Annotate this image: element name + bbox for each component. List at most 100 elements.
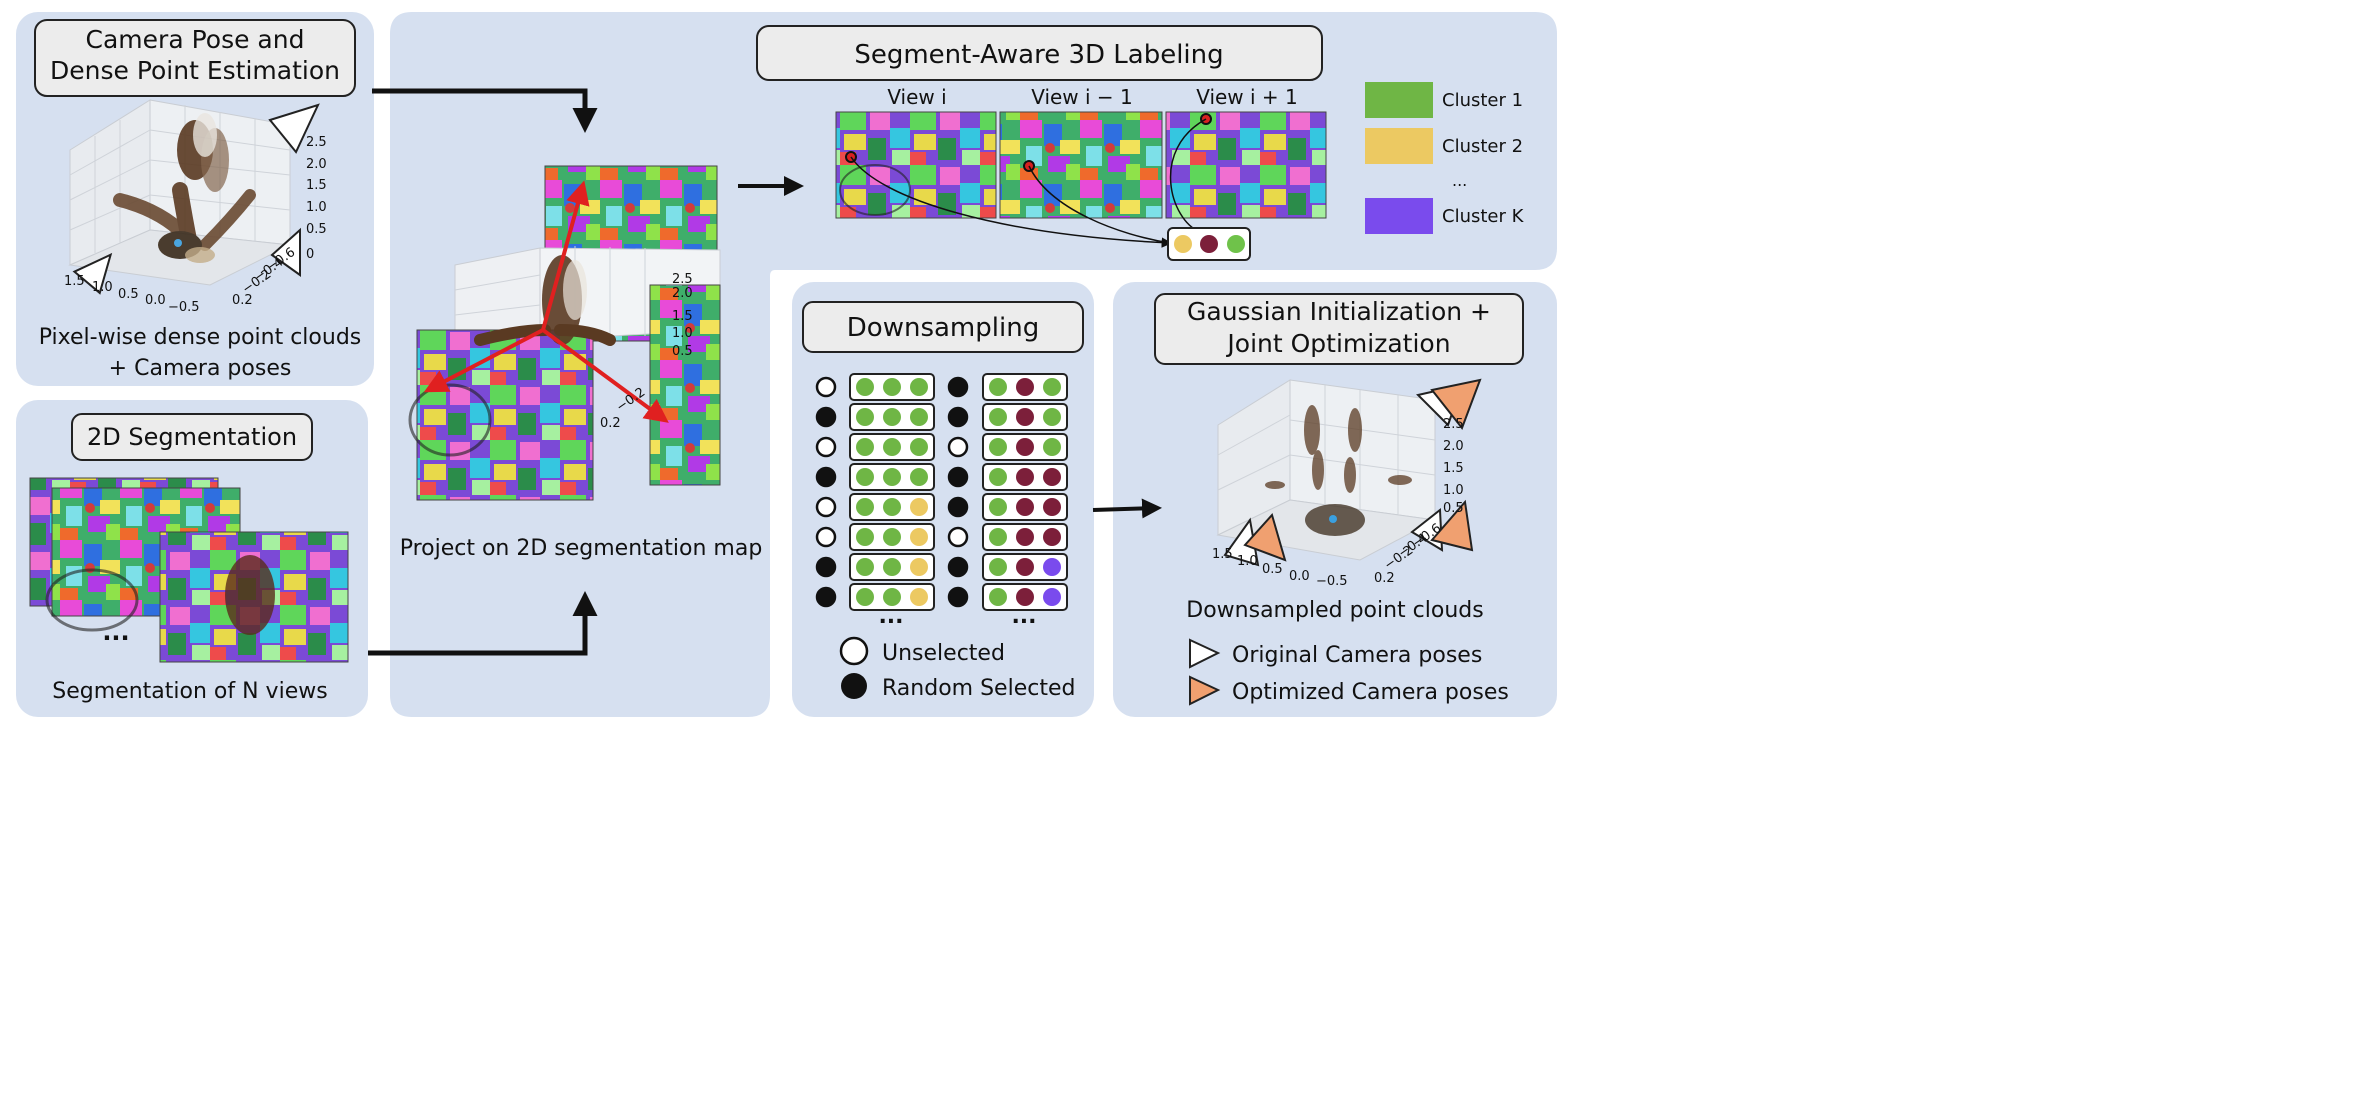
left-point-dot <box>856 468 874 486</box>
downsampling-grid <box>815 373 1068 611</box>
left-point-dot <box>856 588 874 606</box>
gaussian-title-line2: Joint Optimization <box>1225 329 1450 358</box>
right-point-dot <box>1016 558 1034 576</box>
legend-label-cluster-1: Cluster 1 <box>1442 90 1523 111</box>
left-point-dot <box>856 558 874 576</box>
z-tick: 2.0 <box>672 286 693 301</box>
y-tick: 0.2 <box>232 293 253 308</box>
x-tick: −0.5 <box>168 300 200 315</box>
view-label-i-plus-1: View i + 1 <box>1196 85 1298 109</box>
camera-pose-title-box <box>34 19 356 97</box>
downsampling-title-box <box>802 301 1084 353</box>
z-tick: 1.0 <box>306 200 327 215</box>
arrow-segmentation-to-projection <box>368 591 598 656</box>
legend-ellipsis: ... <box>1452 171 1467 190</box>
z-tick: 2.5 <box>1443 417 1464 432</box>
right-point-dot <box>1043 528 1061 546</box>
left-point-dot <box>856 528 874 546</box>
left-point-dot <box>910 438 928 456</box>
left-point-dot <box>856 408 874 426</box>
left-point-dot <box>856 498 874 516</box>
legend-swatch-cluster-1 <box>1365 82 1433 118</box>
right-point-dot <box>989 558 1007 576</box>
camera-pose-title-line1: Camera Pose and <box>86 25 305 54</box>
left-point-dot <box>910 528 928 546</box>
x-tick: 1.0 <box>1237 554 1258 569</box>
z-tick: 2.0 <box>306 157 327 172</box>
z-tick: 0.5 <box>672 344 693 359</box>
legend-unselected-icon <box>839 636 869 666</box>
y-tick: 0.2 <box>1374 571 1395 586</box>
x-tick: 1.5 <box>64 274 85 289</box>
z-tick: 1.5 <box>306 178 327 193</box>
gaussian-title-box <box>1154 293 1524 365</box>
x-tick: 0.5 <box>118 287 139 302</box>
x-tick: 1.5 <box>1212 547 1233 562</box>
x-tick: −0.5 <box>1316 574 1348 589</box>
left-point-dot <box>910 408 928 426</box>
right-point-dot <box>1016 528 1034 546</box>
left-point-dot <box>883 588 901 606</box>
legend-selected-label: Random Selected <box>882 676 1075 701</box>
z-tick: 2.5 <box>306 135 327 150</box>
view-label-i-minus-1: View i − 1 <box>1031 85 1133 109</box>
left-point-dot <box>883 408 901 426</box>
legend-unselected-label: Unselected <box>882 641 1005 666</box>
left-point-dot <box>910 468 928 486</box>
left-point-dot <box>883 438 901 456</box>
right-point-dot <box>989 438 1007 456</box>
z-tick: 1.0 <box>672 326 693 341</box>
x-tick: 0.0 <box>1289 569 1310 584</box>
right-point-dot <box>989 588 1007 606</box>
x-tick: 0.0 <box>145 293 166 308</box>
z-tick: 1.0 <box>1443 483 1464 498</box>
right-selector-selected <box>947 556 969 578</box>
labeling-title: Segment-Aware 3D Labeling <box>854 40 1223 70</box>
legend-original-pose-icon <box>1189 638 1221 669</box>
right-point-dot <box>1016 498 1034 516</box>
left-point-dot <box>883 378 901 396</box>
left-point-dot <box>910 498 928 516</box>
right-point-dot <box>1043 558 1061 576</box>
right-point-dot <box>1043 498 1061 516</box>
right-point-dot <box>1043 408 1061 426</box>
left-point-dot <box>883 528 901 546</box>
left-selector-unselected <box>815 496 837 518</box>
right-point-dot <box>1016 408 1034 426</box>
left-selector-unselected <box>815 376 837 398</box>
right-point-dot <box>989 378 1007 396</box>
segmentation-caption: Segmentation of N views <box>52 679 327 704</box>
segmentation-ellipsis: ... <box>102 618 129 646</box>
arrow-camera-to-projection <box>372 88 598 133</box>
z-tick: 0.5 <box>306 222 327 237</box>
right-point-dot <box>989 528 1007 546</box>
right-selector-unselected <box>947 436 969 458</box>
right-point-dot <box>1043 468 1061 486</box>
left-point-dot <box>883 498 901 516</box>
gaussian-axis-ticks: 2.5 2.0 1.5 1.0 0.5 1.5 1.0 0.5 0.0 −0.5… <box>1212 417 1464 589</box>
y-tick: 0.2 <box>600 416 621 431</box>
right-point-dot <box>1043 438 1061 456</box>
arrow-downsampling-to-gaussian <box>1092 498 1162 519</box>
z-tick: 0 <box>306 247 314 262</box>
legend-selected-icon <box>841 673 867 699</box>
camera-pose-3d-plot <box>68 99 320 295</box>
right-selector-selected <box>947 406 969 428</box>
downsampling-ellipsis-right: ... <box>1011 604 1036 629</box>
left-point-dot <box>883 468 901 486</box>
right-point-dot <box>989 408 1007 426</box>
projection-caption: Project on 2D segmentation map <box>400 536 763 561</box>
left-selector-selected <box>815 406 837 428</box>
left-point-dot <box>910 558 928 576</box>
labeling-title-box <box>756 25 1323 81</box>
legend-original-pose-label: Original Camera poses <box>1232 643 1482 668</box>
cluster-dot <box>1200 235 1218 253</box>
camera-pose-caption-line1: Pixel-wise dense point clouds <box>39 325 362 350</box>
projection-visualization <box>408 165 721 501</box>
right-selector-selected <box>947 466 969 488</box>
gaussian-caption: Downsampled point clouds <box>1186 598 1483 623</box>
right-point-dot <box>989 498 1007 516</box>
right-point-dot <box>1016 588 1034 606</box>
downsampling-ellipsis-left: ... <box>878 604 903 629</box>
